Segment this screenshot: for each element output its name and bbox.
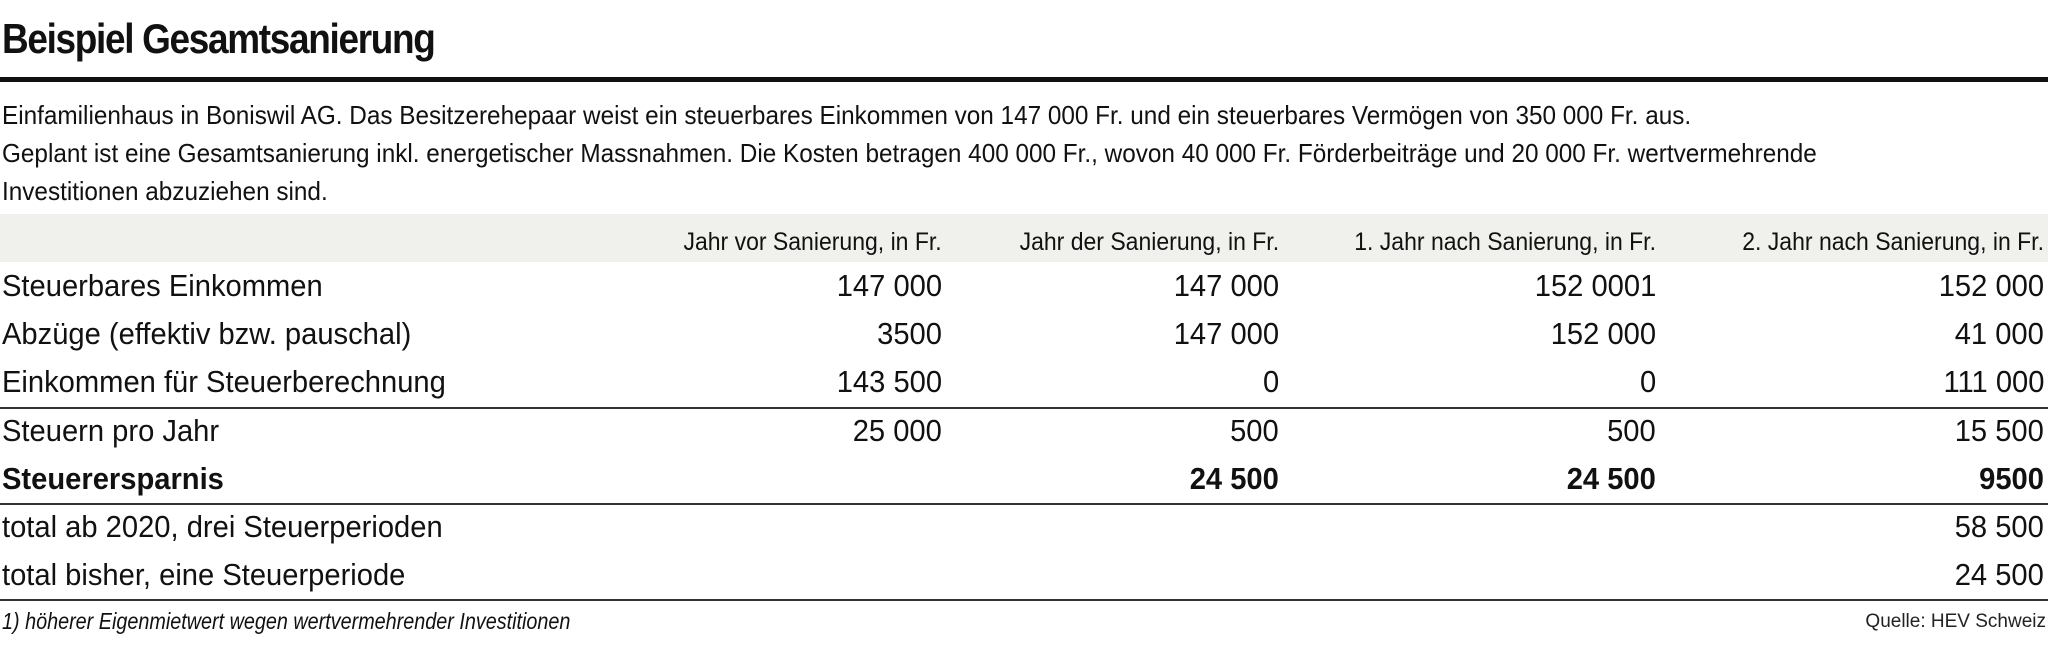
row-label: Steuerersparnis [2, 461, 224, 496]
cell-year-after-1: 152 000 [1550, 316, 1656, 351]
table-row-abzuege: Abzüge (effektiv bzw. pauschal) 3500 147… [0, 312, 2048, 359]
row-label: Steuern pro Jahr [2, 413, 220, 448]
cell-year-of: 147 000 [1173, 268, 1279, 303]
cell-year-after-2: 41 000 [1954, 316, 2044, 351]
table-row-total-ab-2020: total ab 2020, drei Steuerperioden 58 50… [0, 505, 2048, 552]
row-label: total bisher, eine Steuerperiode [2, 557, 406, 592]
cell-year-after-1: 152 0001 [1534, 268, 1656, 303]
table-row-steuern-pro-jahr: Steuern pro Jahr 25 000 500 500 15 500 [0, 409, 2048, 456]
table-row-total-bisher: total bisher, eine Steuerperiode 24 500 [0, 553, 2048, 600]
cell-year-of: 500 [1230, 413, 1279, 448]
row-label: Steuerbares Einkommen [2, 268, 323, 303]
cell-year-before: 147 000 [836, 268, 942, 303]
cell-year-after-2: 9500 [1979, 461, 2044, 496]
cell-year-after-2: 24 500 [1954, 557, 2044, 592]
cell-year-after-2: 58 500 [1954, 509, 2044, 544]
cell-year-after-1: 0 [1639, 364, 1656, 399]
row-label: Einkommen für Steuerberechnung [2, 364, 446, 399]
table-header-band [0, 214, 2048, 262]
intro-text: Einfamilienhaus in Boniswil AG. Das Besi… [2, 96, 2040, 210]
cell-year-of: 0 [1262, 364, 1279, 399]
table-divider [0, 407, 2048, 409]
intro-line-1: Einfamilienhaus in Boniswil AG. Das Besi… [2, 100, 1692, 130]
row-label: Abzüge (effektiv bzw. pauschal) [2, 316, 412, 351]
table-divider [0, 503, 2048, 505]
intro-line-2: Geplant ist eine Gesamtsanierung inkl. e… [2, 138, 1817, 168]
column-header-year-before: Jahr vor Sanierung, in Fr. [683, 228, 942, 256]
page-title: Beispiel Gesamtsanierung [2, 15, 436, 62]
cell-year-of: 24 500 [1189, 461, 1279, 496]
cell-year-after-2: 15 500 [1954, 413, 2044, 448]
cell-year-after-2: 111 000 [1942, 364, 2044, 399]
row-label: total ab 2020, drei Steuerperioden [2, 509, 443, 544]
cell-year-after-1: 24 500 [1566, 461, 1656, 496]
table-row-steuerbares-einkommen: Steuerbares Einkommen 147 000 147 000 15… [0, 264, 2048, 311]
source-credit: Quelle: HEV Schweiz [1865, 611, 2046, 632]
intro-line-3: Investitionen abzuziehen sind. [2, 176, 328, 206]
column-header-year-of: Jahr der Sanierung, in Fr. [1019, 228, 1279, 256]
cell-year-after-2: 152 000 [1938, 268, 2044, 303]
column-header-year-after-1: 1. Jahr nach Sanierung, in Fr. [1354, 228, 1656, 256]
cell-year-after-1: 500 [1607, 413, 1656, 448]
cell-year-before: 25 000 [852, 413, 942, 448]
table-row-einkommen-steuerberechnung: Einkommen für Steuerberechnung 143 500 0… [0, 360, 2048, 407]
title-divider [0, 77, 2048, 82]
column-header-year-after-2: 2. Jahr nach Sanierung, in Fr. [1742, 228, 2044, 256]
cell-year-of: 147 000 [1173, 316, 1279, 351]
cell-year-before: 3500 [877, 316, 942, 351]
cell-year-before: 143 500 [836, 364, 942, 399]
table-row-steuerersparnis: Steuerersparnis 24 500 24 500 9500 [0, 457, 2048, 504]
table-bottom-rule [0, 599, 2048, 601]
footnote: 1) höherer Eigenmietwert wegen wertverme… [2, 608, 571, 634]
